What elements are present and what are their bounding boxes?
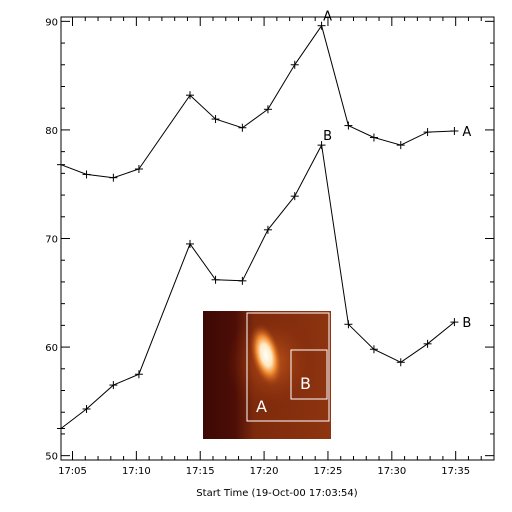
series-a-point [450,127,459,136]
series-a-point [423,128,432,137]
series-b-point [109,381,118,390]
series-b-point [450,318,459,327]
inset-box-b [290,349,328,400]
y-tick-label: 70 [45,235,58,246]
series-a-point [369,133,378,142]
series-b-point [423,339,432,348]
series-a-point [186,91,195,100]
x-axis-label: Start Time (19-Oct-00 17:03:54) [196,488,357,499]
series-a-line [60,24,455,179]
series-b-point [238,276,247,285]
y-tick-label: 60 [45,343,58,354]
series-a-point [238,123,247,132]
series-a-point [396,141,405,150]
series-b-point [396,358,405,367]
series-a-point [82,170,91,179]
series-b-point [263,225,272,234]
series-a-end-label: A [462,125,471,140]
y-tick-label: 90 [45,17,58,28]
series-a-point [134,165,143,174]
series-b-point [344,320,353,329]
series-b-point [317,141,326,150]
series-b-point [82,404,91,413]
series-b-point [290,192,299,201]
inset-flare-kernel [249,323,283,387]
x-tick-label: 17:15 [186,466,215,477]
series-a-point [57,160,65,169]
series-b-point [134,370,143,379]
series-b-point [211,275,220,284]
y-tick-label: 80 [45,126,58,137]
x-tick-label: 17:05 [58,466,87,477]
series-a-peak-label: A [323,10,332,25]
series-b-end-label: B [462,316,471,331]
series-a-point [211,115,220,124]
series-a-point [344,121,353,130]
series-b-point [57,424,65,433]
series-layer: A A B B [57,10,471,433]
axes: 50 60 70 80 90 17:05 17:10 17:15 17:20 17:25 17:30… [45,17,494,477]
series-a-point [290,60,299,69]
series-b-peak-label: B [323,129,332,144]
inset-label-b: B [300,374,311,393]
x-tick-label: 17:20 [250,466,279,477]
inset-label-a: A [256,397,267,416]
series-a-point [263,105,272,114]
inset-image: A B [203,310,331,439]
series-a-point [317,21,326,30]
x-tick-label: 17:35 [441,466,470,477]
series-b-point [369,345,378,354]
y-tick-label: 50 [45,452,58,463]
series-a-point [109,173,118,182]
inset-box-a [246,312,330,422]
series-b-point [186,239,195,248]
x-tick-label: 17:30 [377,466,406,477]
x-tick-label: 17:25 [314,466,343,477]
x-tick-label: 17:10 [122,466,151,477]
